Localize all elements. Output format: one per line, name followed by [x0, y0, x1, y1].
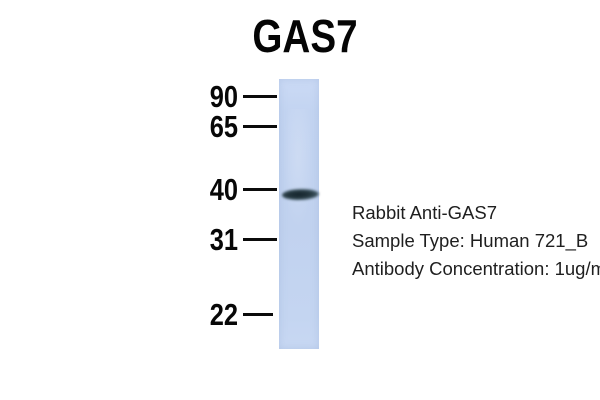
mw-label: 22 — [209, 296, 238, 332]
mw-marker-22: 22 — [178, 297, 273, 331]
mw-marker-31: 31 — [178, 222, 277, 256]
mw-marker-90: 90 — [178, 79, 277, 113]
mw-tick — [243, 237, 277, 241]
mw-label: 40 — [209, 171, 238, 207]
protein-band — [281, 188, 320, 201]
mw-marker-40: 40 — [178, 172, 277, 206]
mw-tick — [243, 124, 277, 128]
mw-tick — [243, 94, 277, 98]
annotation-sample-type: Sample Type: Human 721_B — [352, 230, 589, 251]
mw-label: 90 — [209, 78, 238, 114]
annotation-antibody: Rabbit Anti-GAS7 — [352, 202, 497, 223]
mw-tick — [243, 312, 273, 316]
mw-label: 31 — [209, 221, 238, 257]
mw-tick — [243, 187, 277, 191]
annotation-block: Rabbit Anti-GAS7 Sample Type: Human 721_… — [352, 199, 600, 283]
annotation-concentration: Antibody Concentration: 1ug/mL — [352, 258, 600, 279]
mw-label: 65 — [209, 108, 238, 144]
blot-lane — [279, 79, 320, 349]
mw-marker-65: 65 — [178, 109, 277, 143]
figure-title: GAS7 — [252, 10, 358, 62]
